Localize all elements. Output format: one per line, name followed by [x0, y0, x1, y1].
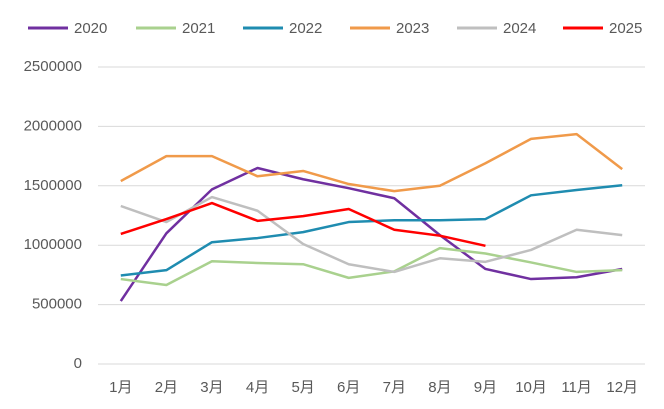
- x-tick-label: 6月: [337, 379, 360, 396]
- legend-label: 2021: [182, 20, 215, 37]
- series-line: [120, 183, 623, 277]
- series-line: [119, 166, 623, 302]
- x-tick-label: 1月: [109, 379, 132, 396]
- x-tick-label: 9月: [474, 379, 497, 396]
- legend-label: 2023: [396, 20, 429, 37]
- series-line: [120, 246, 623, 287]
- series-line: [120, 201, 486, 248]
- x-tick-label: 7月: [383, 379, 406, 396]
- x-tick-label: 12月: [606, 379, 638, 396]
- y-tick-label: 1500000: [24, 177, 82, 194]
- y-tick-label: 1000000: [24, 236, 82, 253]
- legend-label: 2022: [289, 20, 322, 37]
- legend-label: 2020: [74, 20, 107, 37]
- y-tick-label: 500000: [32, 296, 82, 313]
- legend-label: 2024: [503, 20, 536, 37]
- series-line: [120, 195, 623, 274]
- y-tick-label: 2000000: [24, 117, 82, 134]
- x-tick-label: 8月: [428, 379, 451, 396]
- x-tick-label: 4月: [246, 379, 269, 396]
- y-tick-label: 2500000: [24, 58, 82, 75]
- x-tick-label: 2月: [155, 379, 178, 396]
- series-line: [120, 132, 623, 193]
- x-tick-label: 10月: [515, 379, 547, 396]
- legend-label: 2025: [609, 20, 642, 37]
- x-tick-label: 11月: [561, 379, 592, 396]
- y-tick-label: 0: [74, 355, 82, 372]
- x-tick-label: 3月: [200, 379, 223, 396]
- x-tick-label: 5月: [291, 379, 314, 396]
